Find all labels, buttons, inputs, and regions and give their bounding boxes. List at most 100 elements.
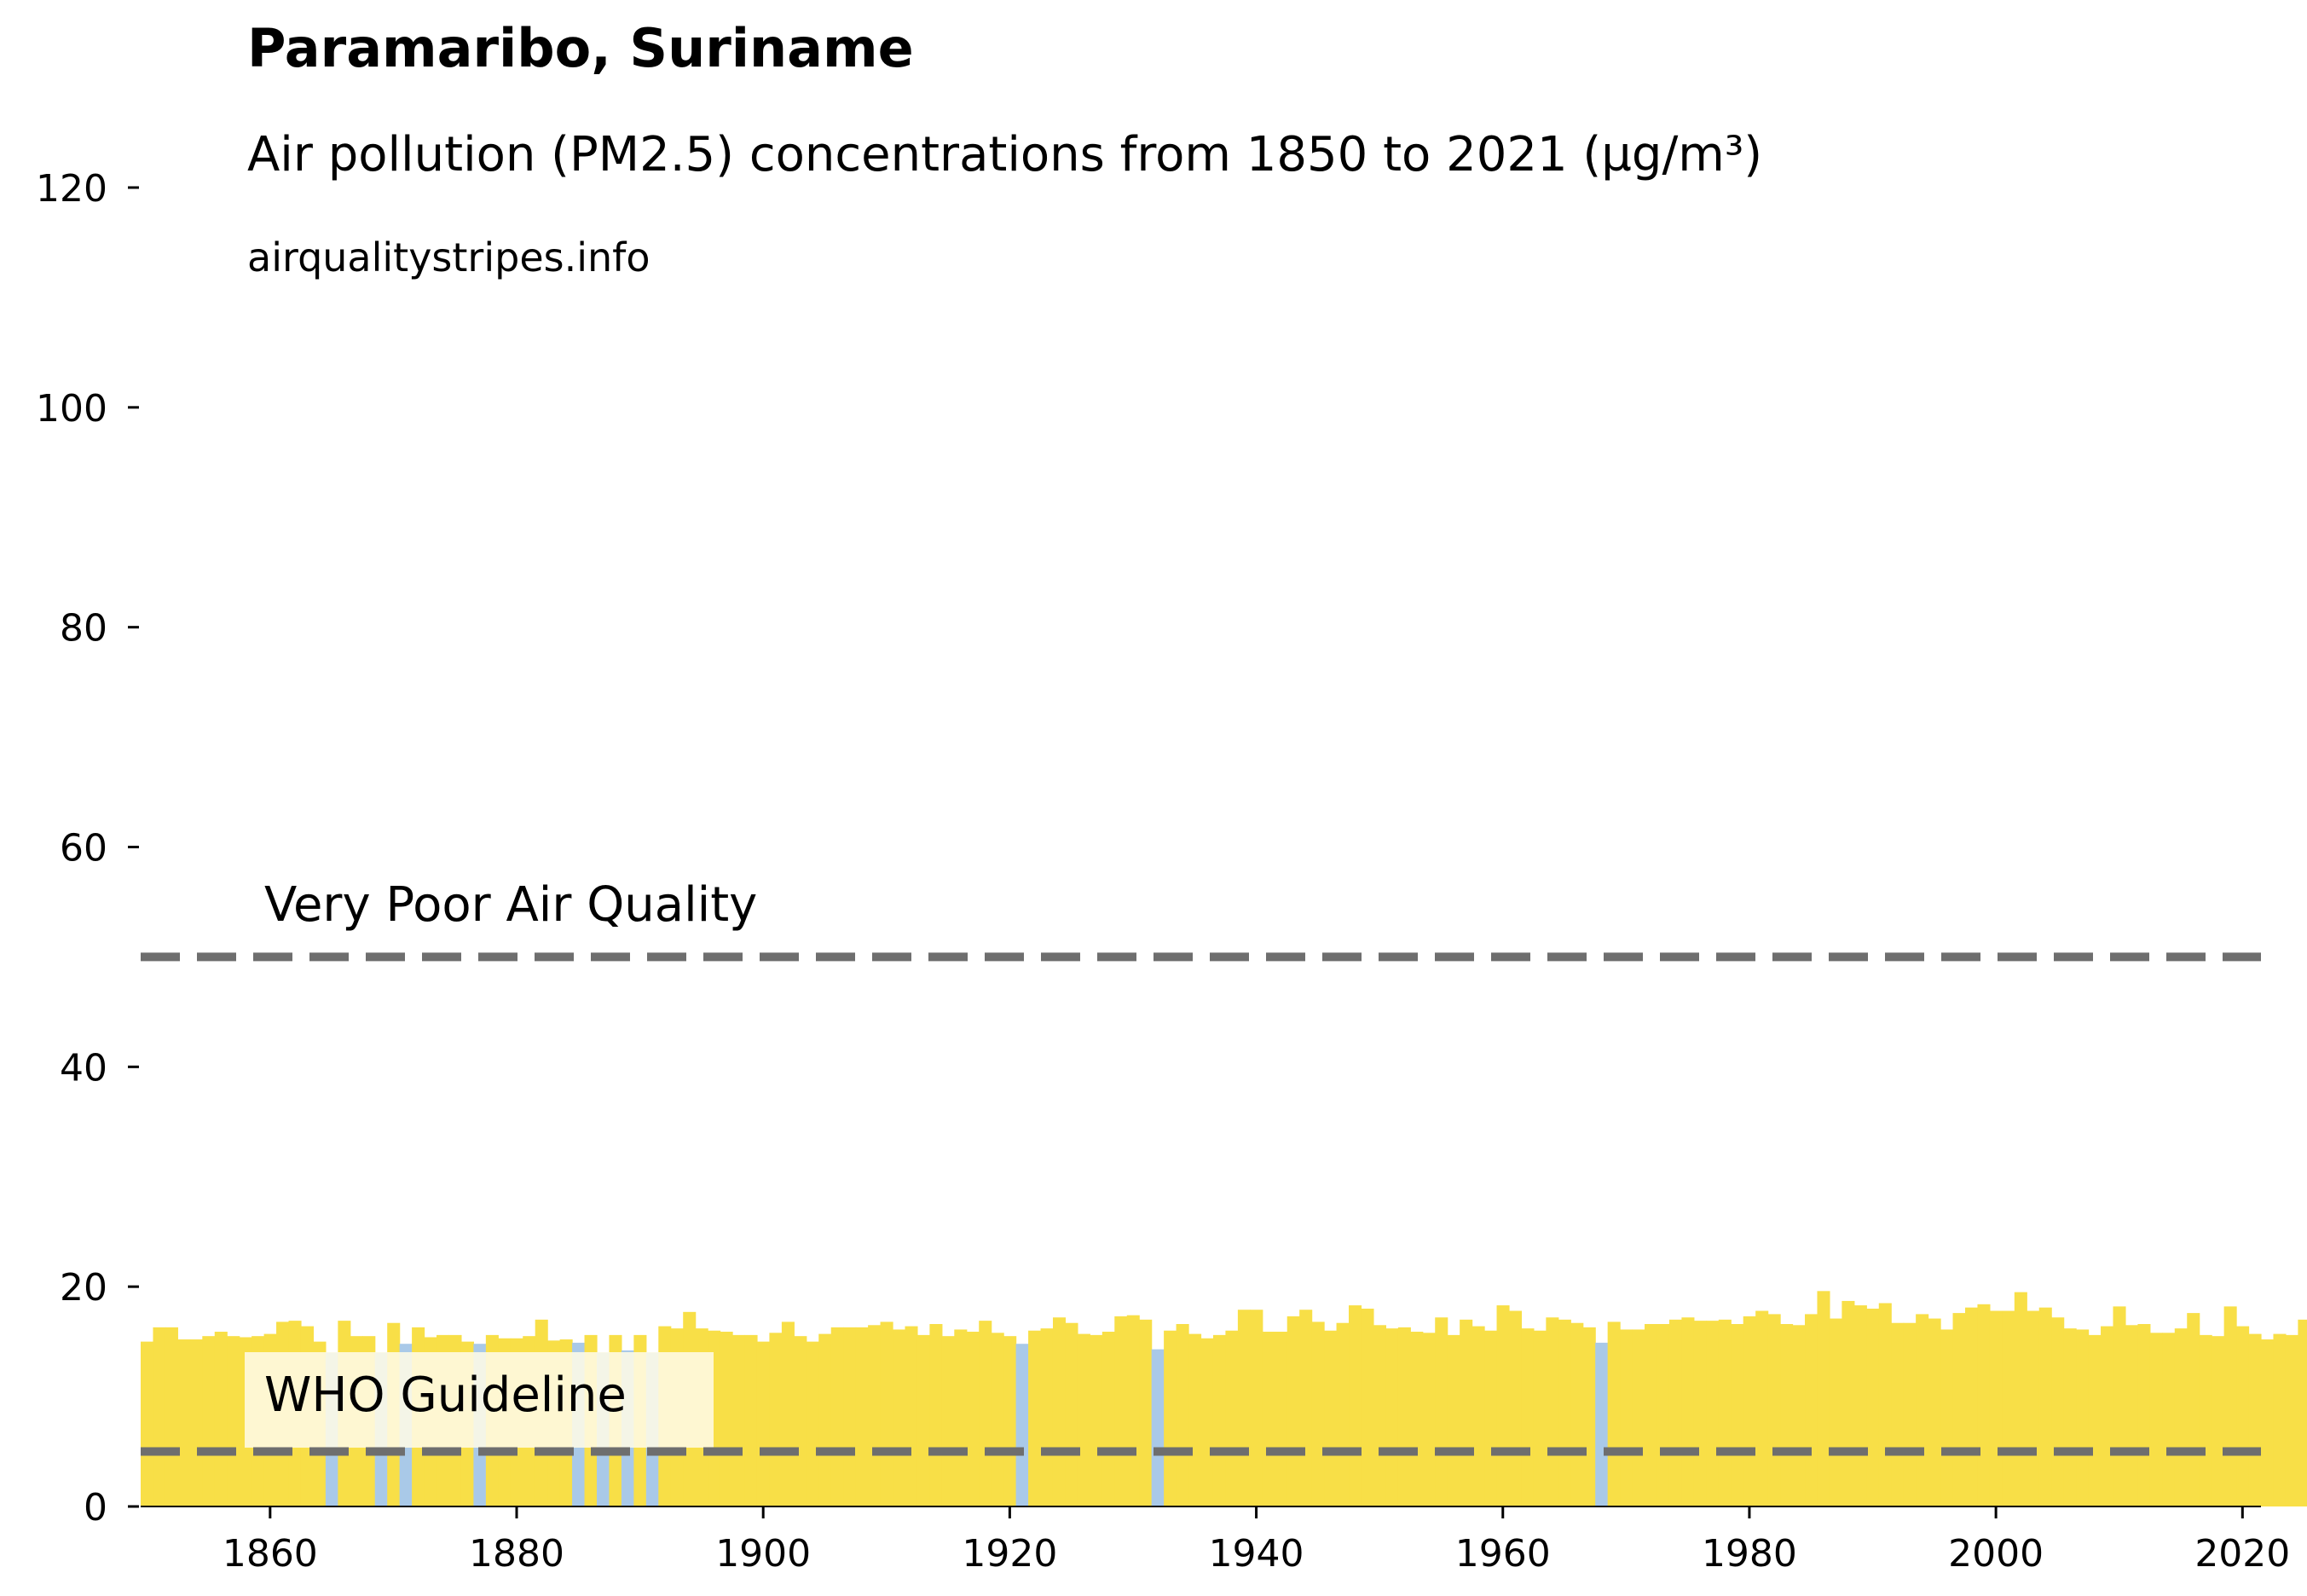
y-tick-label-20: 20: [60, 1266, 107, 1310]
bar-1898: [732, 1334, 746, 1506]
bar-1908: [855, 1327, 869, 1506]
bar-1910: [880, 1321, 893, 1506]
bar-2006: [2063, 1328, 2077, 1506]
bar-1956: [1447, 1334, 1460, 1506]
bar-1953: [1410, 1332, 1424, 1506]
bar-1927: [1090, 1334, 1103, 1506]
bar-2002: [2014, 1292, 2027, 1506]
bar-1978: [1718, 1319, 1732, 1506]
bar-1983: [1780, 1324, 1794, 1506]
bar-2004: [2038, 1307, 2052, 1506]
bar-1970: [1620, 1329, 1633, 1506]
bar-2023: [2273, 1333, 2287, 1506]
bar-1965: [1558, 1319, 1571, 1506]
bar-1906: [830, 1327, 844, 1506]
bar-1914: [929, 1324, 943, 1506]
bar-1941: [1262, 1332, 1275, 1506]
bar-2001: [2002, 1310, 2015, 1506]
bar-1984: [1792, 1325, 1806, 1506]
bar-1900: [756, 1341, 771, 1507]
bar-1981: [1755, 1310, 1769, 1506]
bar-2011: [2125, 1325, 2139, 1506]
bar-1982: [1767, 1314, 1781, 1506]
bar-1975: [1681, 1317, 1695, 1506]
bar-1961: [1508, 1310, 1523, 1506]
bar-1850: [141, 1341, 154, 1507]
bar-1922: [1028, 1330, 1042, 1506]
bar-1996: [1940, 1329, 1954, 1506]
bar-1907: [843, 1327, 857, 1506]
bar-1933: [1164, 1330, 1177, 1506]
bar-1931: [1139, 1319, 1153, 1506]
bar-1950: [1373, 1325, 1386, 1506]
bar-1980: [1743, 1316, 1756, 1506]
bar-1937: [1212, 1334, 1227, 1506]
bar-2010: [2113, 1306, 2126, 1506]
x-tick-label-1980: 1980: [1702, 1532, 1797, 1576]
reference-lines: WHO Guideline Very Poor Air Quality: [141, 877, 2261, 1456]
bar-1855: [202, 1336, 216, 1506]
bar-1920: [1003, 1336, 1017, 1506]
bar-1967: [1582, 1327, 1596, 1506]
bar-1963: [1533, 1330, 1547, 1506]
bar-2014: [2162, 1333, 2176, 1506]
bar-2025: [2298, 1319, 2307, 1506]
bar-1857: [227, 1336, 240, 1506]
bars-layer: [141, 1291, 2307, 1507]
bar-1971: [1632, 1329, 1645, 1506]
bar-1943: [1286, 1316, 1300, 1506]
y-tick-label-100: 100: [36, 387, 107, 431]
bar-1957: [1460, 1319, 1473, 1506]
bar-2019: [2223, 1306, 2237, 1506]
bar-1991: [1878, 1303, 1892, 1506]
bar-1899: [744, 1334, 758, 1506]
bar-1905: [818, 1333, 832, 1506]
bar-1924: [1052, 1317, 1067, 1506]
y-tick-label-0: 0: [84, 1486, 107, 1530]
bar-1989: [1853, 1305, 1867, 1506]
x-tick-label-2020: 2020: [2194, 1532, 2290, 1576]
bar-2017: [2199, 1334, 2212, 1506]
bar-1960: [1496, 1305, 1510, 1506]
y-tick-label-40: 40: [60, 1046, 107, 1090]
bar-2018: [2212, 1336, 2225, 1506]
bar-1977: [1706, 1321, 1720, 1506]
y-tick-label-60: 60: [60, 827, 107, 870]
bar-1938: [1225, 1330, 1239, 1506]
bar-1946: [1324, 1330, 1338, 1506]
bar-1928: [1101, 1332, 1115, 1506]
bar-1926: [1077, 1333, 1090, 1506]
bar-1934: [1176, 1324, 1189, 1506]
bar-1904: [806, 1341, 819, 1507]
bar-2012: [2137, 1324, 2151, 1506]
who-guideline-label: WHO Guideline: [264, 1368, 627, 1423]
bar-1979: [1731, 1324, 1744, 1506]
bar-2003: [2027, 1310, 2040, 1506]
bar-1992: [1891, 1322, 1905, 1506]
y-tick-label-80: 80: [60, 607, 107, 651]
bar-2013: [2149, 1333, 2163, 1506]
bar-1856: [214, 1332, 228, 1506]
bar-1930: [1126, 1315, 1140, 1506]
bar-1852: [165, 1327, 178, 1506]
bar-1951: [1385, 1328, 1399, 1506]
bar-1897: [720, 1332, 733, 1506]
bar-1854: [189, 1339, 203, 1506]
bar-1901: [769, 1333, 783, 1506]
bar-1917: [966, 1332, 980, 1506]
bar-1944: [1299, 1310, 1313, 1506]
bar-1919: [991, 1333, 1004, 1506]
bar-1976: [1693, 1321, 1707, 1506]
bar-2000: [1989, 1310, 2003, 1506]
bar-1958: [1472, 1326, 1485, 1506]
bar-2015: [2174, 1328, 2188, 1506]
bar-1955: [1435, 1317, 1448, 1506]
very-poor-air-quality-label: Very Poor Air Quality: [264, 877, 757, 933]
bar-1949: [1361, 1308, 1374, 1506]
bar-1968: [1595, 1342, 1609, 1506]
bar-1995: [1928, 1318, 1941, 1506]
bar-1998: [1964, 1307, 1979, 1506]
x-tick-label-1900: 1900: [715, 1532, 811, 1576]
bar-2020: [2236, 1326, 2250, 1506]
bar-2022: [2261, 1339, 2275, 1506]
